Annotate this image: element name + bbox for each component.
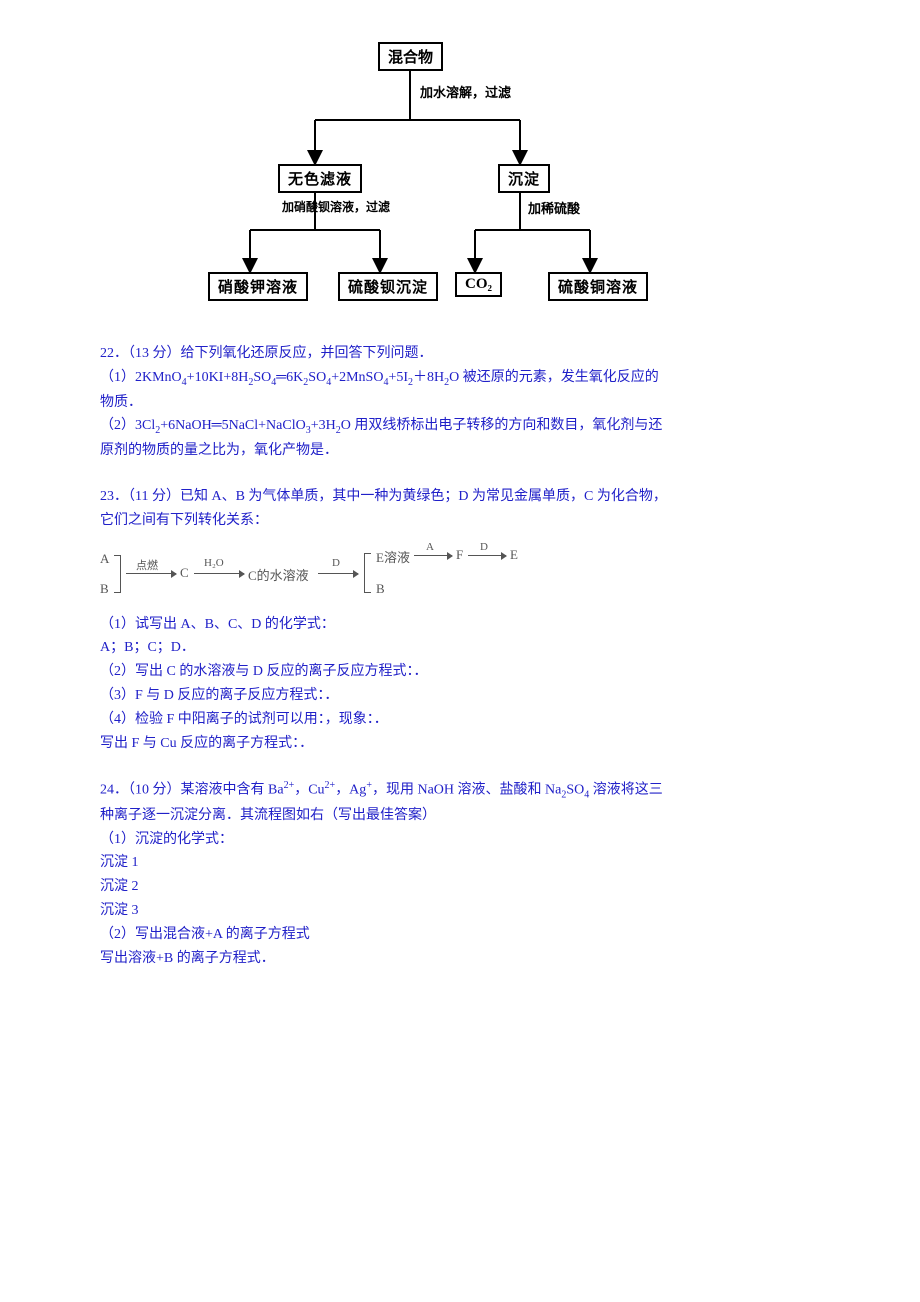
rx-label1: 点燃 bbox=[136, 557, 158, 573]
q24-head: 24．（10 分）某溶液中含有 Ba2+，Cu2+，Ag+，现用 NaOH 溶液… bbox=[100, 777, 820, 803]
q23-head: 23．（11 分）已知 A、B 为气体单质，其中一种为黄绿色；D 为常见金属单质… bbox=[100, 485, 820, 509]
q22-line1: （1）2KMnO4+10KI+8H2SO4═6K2SO4+2MnSO4+5I2＋… bbox=[100, 366, 820, 391]
rx-labelD: D bbox=[480, 541, 488, 553]
rx-C: C bbox=[180, 565, 189, 581]
q22-line2b: 原剂的物质的量之比为，氧化产物是． bbox=[100, 439, 820, 463]
q23-head2: 它们之间有下列转化关系： bbox=[100, 509, 820, 533]
edge-e3: 加稀硫酸 bbox=[528, 198, 580, 217]
arrow-icon bbox=[318, 573, 358, 574]
brace-icon bbox=[114, 555, 121, 593]
q22-line2: （2）3Cl2+6NaOH═5NaCl+NaClO3+3H2O 用双线桥标出电子… bbox=[100, 414, 820, 439]
q22-line1b: 物质． bbox=[100, 391, 820, 415]
rx-labelA: A bbox=[426, 541, 434, 553]
rx-A: A bbox=[100, 551, 109, 567]
rx-Cwater: C的水溶液 bbox=[248, 565, 309, 584]
q24-head2: 种离子逐一沉淀分离．其流程图如右（写出最佳答案） bbox=[100, 804, 820, 828]
flowchart: 混合物 加水溶解，过滤 无色滤液 沉淀 加硝酸钡溶液，过滤 加稀硫酸 硝酸钾溶液… bbox=[220, 40, 680, 320]
q24-p2: 沉淀 1 bbox=[100, 851, 820, 875]
node-leaf2: 硫酸钡沉淀 bbox=[338, 272, 438, 301]
question-23: 23．（11 分）已知 A、B 为气体单质，其中一种为黄绿色；D 为常见金属单质… bbox=[100, 485, 820, 533]
rx-Eout: E bbox=[510, 547, 518, 563]
arrow-icon bbox=[194, 573, 244, 574]
q23-p2: A；B；C；D． bbox=[100, 636, 820, 660]
q23-reaction-diagram: A B 点燃 C H₂O C的水溶液 D E溶液 A F D E B bbox=[100, 543, 660, 603]
edge-e1: 加水溶解，过滤 bbox=[420, 82, 511, 101]
rx-F: F bbox=[456, 547, 463, 563]
question-23-body: （1）试写出 A、B、C、D 的化学式： A；B；C；D． （2）写出 C 的水… bbox=[100, 613, 820, 756]
rx-label2: H₂O bbox=[204, 557, 224, 569]
rx-B: B bbox=[100, 581, 109, 597]
node-left1: 无色滤液 bbox=[278, 164, 362, 193]
q24-p4: 沉淀 3 bbox=[100, 899, 820, 923]
q22-head: 22．（13 分）给下列氧化还原反应，并回答下列问题． bbox=[100, 342, 820, 366]
arrow-icon bbox=[468, 555, 506, 556]
arrow-icon bbox=[126, 573, 176, 574]
q24-p6: 写出溶液+B 的离子方程式． bbox=[100, 947, 820, 971]
node-leaf4: 硫酸铜溶液 bbox=[548, 272, 648, 301]
question-22: 22．（13 分）给下列氧化还原反应，并回答下列问题． （1）2KMnO4+10… bbox=[100, 342, 820, 463]
question-24: 24．（10 分）某溶液中含有 Ba2+，Cu2+，Ag+，现用 NaOH 溶液… bbox=[100, 777, 820, 970]
q23-p1: （1）试写出 A、B、C、D 的化学式： bbox=[100, 613, 820, 637]
q23-p6: 写出 F 与 Cu 反应的离子方程式：． bbox=[100, 732, 820, 756]
node-root: 混合物 bbox=[378, 42, 443, 71]
rx-E: E溶液 bbox=[376, 547, 410, 566]
q24-p5: （2）写出混合液+A 的离子方程式 bbox=[100, 923, 820, 947]
brace-icon bbox=[364, 553, 371, 593]
node-right1: 沉淀 bbox=[498, 164, 550, 193]
q23-p5: （4）检验 F 中阳离子的试剂可以用：，现象：． bbox=[100, 708, 820, 732]
rx-labelD0: D bbox=[332, 557, 340, 569]
q23-p3: （2）写出 C 的水溶液与 D 反应的离子反应方程式：． bbox=[100, 660, 820, 684]
rx-Bout: B bbox=[376, 581, 385, 597]
q24-p1: （1）沉淀的化学式： bbox=[100, 828, 820, 852]
q24-p3: 沉淀 2 bbox=[100, 875, 820, 899]
edge-e2: 加硝酸钡溶液，过滤 bbox=[282, 198, 390, 215]
node-leaf3: CO₂ bbox=[455, 272, 502, 297]
q23-p4: （3）F 与 D 反应的离子反应方程式：． bbox=[100, 684, 820, 708]
node-leaf1: 硝酸钾溶液 bbox=[208, 272, 308, 301]
arrow-icon bbox=[414, 555, 452, 556]
